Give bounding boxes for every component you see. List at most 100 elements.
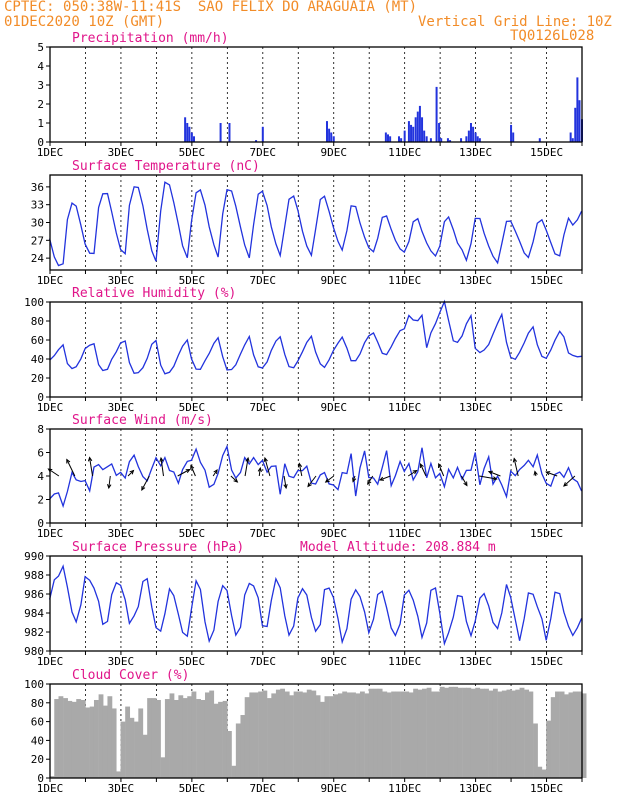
precip-bar bbox=[449, 140, 452, 142]
precip-bar bbox=[416, 111, 419, 142]
temp-panel: 24 27 30 33 36 1DEC 3DEC 5DEC 7DEC 9DEC 11DEC 13DEC… bbox=[31, 159, 583, 287]
wind-xtick-label: 9DEC bbox=[320, 527, 347, 540]
precip-bar bbox=[410, 124, 413, 142]
cloud-bar bbox=[546, 720, 552, 778]
cloud-bar bbox=[244, 697, 250, 778]
rh-ytick-label: 80 bbox=[31, 315, 44, 328]
cloud-bar bbox=[426, 687, 432, 778]
wind-xtick-label: 11DEC bbox=[388, 527, 421, 540]
cloud-bar bbox=[413, 688, 419, 778]
cloud-bar bbox=[280, 688, 286, 778]
rh-xtick-label: 5DEC bbox=[179, 401, 206, 414]
wind-vector bbox=[283, 475, 288, 490]
cloud-bar bbox=[311, 690, 317, 778]
cloud-xtick-label: 15DEC bbox=[530, 782, 563, 795]
cloud-frame bbox=[49, 683, 583, 779]
precip-bar bbox=[438, 123, 441, 142]
cloud-bar bbox=[439, 686, 445, 778]
wind-vector bbox=[297, 462, 303, 477]
precip-bar bbox=[469, 123, 472, 142]
wind-xtick-label: 15DEC bbox=[530, 527, 563, 540]
precip-bar bbox=[574, 107, 577, 142]
wind-ytick-label: 6 bbox=[37, 447, 44, 460]
wind-vector bbox=[127, 469, 135, 477]
cloud-bar bbox=[293, 691, 299, 778]
wind-vector bbox=[230, 475, 239, 483]
cloud-bar bbox=[213, 703, 219, 778]
wind-vector-head bbox=[487, 470, 493, 475]
temp-xtick-label: 5DEC bbox=[179, 274, 206, 287]
wind-vector-head bbox=[419, 462, 424, 468]
cloud-bar bbox=[448, 686, 454, 778]
wind-vector-head bbox=[159, 456, 164, 462]
rh-xtick-label: 9DEC bbox=[320, 401, 347, 414]
cloud-bar bbox=[581, 693, 587, 778]
cloud-bar bbox=[231, 765, 237, 778]
cloud-bar bbox=[235, 723, 241, 778]
temp-ytick-label: 24 bbox=[31, 252, 45, 265]
cloud-bar bbox=[528, 691, 534, 778]
pres-ytick-label: 986 bbox=[24, 588, 44, 601]
cloud-bar bbox=[417, 689, 423, 778]
wind-vector-shaft bbox=[460, 475, 468, 486]
precip-bar bbox=[576, 77, 579, 142]
cloud-bar bbox=[138, 708, 144, 778]
cloud-bar bbox=[226, 731, 232, 778]
cloud-bar bbox=[147, 698, 153, 778]
header-org: CPTEC: bbox=[4, 0, 55, 15]
precip-bar bbox=[414, 117, 417, 142]
cloud-bar bbox=[386, 692, 392, 778]
cloud-bar bbox=[196, 699, 201, 778]
precip-bar bbox=[228, 123, 231, 142]
wind-xtick-label: 13DEC bbox=[459, 527, 492, 540]
wind-vector-shaft bbox=[177, 469, 190, 477]
wind-vector-shaft bbox=[89, 457, 94, 477]
wind-vector-head bbox=[324, 478, 330, 483]
wind-vector bbox=[263, 456, 271, 477]
wind-vector-head bbox=[512, 457, 518, 463]
cloud-bar bbox=[76, 699, 82, 778]
precip-xtick-label: 1DEC bbox=[37, 146, 64, 159]
cloud-bar bbox=[395, 691, 401, 778]
cloud-bar bbox=[240, 715, 246, 778]
precip-bar bbox=[184, 117, 187, 142]
precip-bar bbox=[384, 132, 387, 142]
cloud-bar bbox=[559, 691, 565, 778]
cloud-bar bbox=[204, 692, 210, 778]
cloud-xtick-label: 3DEC bbox=[108, 782, 135, 795]
rh-ytick-label: 100 bbox=[24, 296, 44, 309]
cloud-bar bbox=[422, 688, 427, 778]
temp-title: Surface Temperature (nC) bbox=[72, 159, 260, 174]
wind-vector-shaft bbox=[264, 457, 271, 477]
cloud-bar bbox=[506, 689, 512, 778]
pres-xtick-label: 7DEC bbox=[250, 655, 277, 668]
cloud-bar bbox=[67, 700, 73, 778]
rh-xtick-label: 15DEC bbox=[530, 401, 563, 414]
cloud-xtick-label: 1DEC bbox=[37, 782, 64, 795]
precip-ytick-label: 3 bbox=[37, 79, 44, 92]
precip-frame bbox=[49, 46, 583, 143]
precip-bar bbox=[440, 138, 443, 142]
precip-bar bbox=[510, 124, 513, 142]
cloud-bar bbox=[54, 699, 60, 778]
wind-xtick-label: 5DEC bbox=[179, 527, 206, 540]
wind-title: Surface Wind (m/s) bbox=[72, 413, 213, 428]
pres-ytick-label: 988 bbox=[24, 569, 44, 582]
temp-frame bbox=[49, 174, 583, 271]
precip-bar bbox=[407, 121, 410, 142]
wind-vector-head bbox=[367, 479, 372, 485]
pres-ytick-label: 982 bbox=[24, 626, 44, 639]
cloud-bar bbox=[470, 688, 476, 778]
wind-vector bbox=[438, 462, 445, 477]
cloud-ytick-label: 40 bbox=[31, 734, 44, 747]
cloud-bar bbox=[355, 693, 361, 778]
cloud-bar bbox=[492, 688, 498, 778]
wind-vector-shaft bbox=[546, 471, 558, 477]
precip-xtick-label: 7DEC bbox=[250, 146, 277, 159]
wind-vector-head bbox=[412, 469, 418, 475]
precip-bar bbox=[476, 136, 479, 142]
wind-vector bbox=[257, 466, 262, 477]
precip-bar bbox=[403, 130, 406, 142]
wind-vector-shaft bbox=[66, 459, 76, 477]
